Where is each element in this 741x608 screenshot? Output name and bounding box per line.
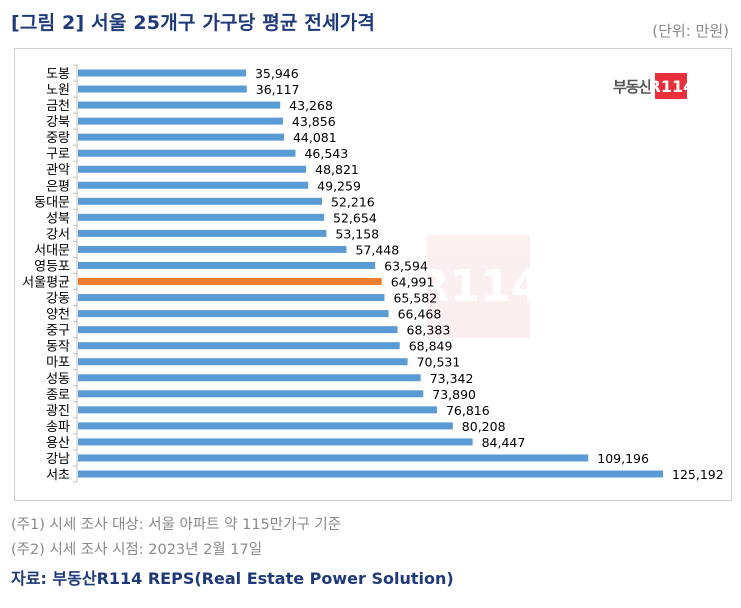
category-label: 노원 — [46, 83, 70, 98]
category-label: 동작 — [46, 340, 70, 355]
value-label: 73,342 — [430, 371, 474, 386]
category-label: 은평 — [46, 179, 70, 194]
value-label: 64,991 — [391, 275, 435, 290]
bar — [78, 374, 421, 382]
category-label: 강북 — [46, 115, 70, 130]
value-label: 57,448 — [355, 242, 399, 257]
category-label: 영등포 — [34, 259, 70, 274]
source-credit: 자료: 부동산R114 REPS(Real Estate Power Solut… — [11, 569, 454, 588]
category-label: 종로 — [46, 388, 70, 403]
bar — [78, 470, 663, 478]
category-label: 강동 — [46, 292, 70, 307]
category-label: 서초 — [46, 468, 70, 483]
value-label: 44,081 — [293, 130, 337, 145]
unit-label: (단위: 만원) — [652, 22, 729, 40]
bar — [78, 261, 376, 269]
note-1: (주1) 시세 조사 대상: 서울 아파트 약 115만가구 기준 — [11, 517, 342, 533]
value-label: 43,856 — [292, 114, 336, 129]
value-label: 49,259 — [317, 178, 361, 193]
value-label: 52,654 — [333, 210, 377, 225]
value-label: 84,447 — [482, 435, 526, 450]
bar — [78, 69, 246, 77]
bar — [78, 358, 408, 366]
value-label: 35,946 — [255, 66, 299, 81]
value-label: 68,849 — [409, 339, 453, 354]
category-label: 중랑 — [46, 131, 70, 146]
value-label: 63,594 — [384, 258, 428, 273]
bar — [78, 181, 309, 189]
bar — [78, 101, 281, 109]
category-label: 서울평균 — [22, 276, 70, 291]
bar — [78, 438, 473, 446]
value-label: 48,821 — [315, 162, 359, 177]
value-label: 73,890 — [432, 387, 476, 402]
bar — [78, 342, 400, 350]
bar-highlight — [78, 278, 382, 286]
logo-badge: R114 — [649, 73, 694, 99]
value-label: 70,531 — [417, 355, 461, 370]
category-label: 관악 — [46, 163, 70, 178]
category-label: 강서 — [46, 227, 70, 242]
value-label: 53,158 — [335, 226, 379, 241]
value-label: 76,816 — [446, 403, 490, 418]
category-label: 중구 — [46, 324, 70, 339]
value-label: 52,216 — [331, 194, 375, 209]
category-label: 광진 — [46, 404, 70, 419]
bar — [78, 390, 424, 398]
watermark-logo: R114 — [416, 235, 541, 338]
value-label: 43,268 — [289, 98, 333, 113]
value-label: 80,208 — [462, 419, 506, 434]
figure-title: [그림 2] 서울 25개구 가구당 평균 전세가격 — [11, 12, 376, 34]
category-label: 도봉 — [46, 67, 70, 82]
value-label: 109,196 — [597, 451, 649, 466]
category-label: 금천 — [46, 99, 70, 114]
category-label: 동대문 — [34, 195, 70, 210]
bar — [78, 149, 296, 157]
bar — [78, 213, 325, 221]
value-label: 65,582 — [393, 291, 437, 306]
category-label: 용산 — [46, 436, 70, 451]
value-label: 46,543 — [304, 146, 348, 161]
bar — [78, 245, 347, 253]
bar — [78, 133, 284, 141]
bar — [78, 229, 327, 237]
value-label: 125,192 — [672, 467, 724, 482]
category-label: 송파 — [46, 420, 70, 435]
category-label: 양천 — [46, 308, 70, 323]
bar — [78, 310, 389, 318]
note-2: (주2) 시세 조사 시점: 2023년 2월 17일 — [11, 542, 263, 558]
value-label: 66,468 — [398, 307, 442, 322]
bar — [78, 294, 385, 302]
bar — [78, 197, 322, 205]
value-label: 36,117 — [256, 82, 300, 97]
value-label: 68,383 — [407, 323, 451, 338]
bar — [78, 326, 398, 334]
category-label: 마포 — [46, 356, 70, 371]
category-label: 강남 — [46, 452, 70, 467]
bar — [78, 454, 589, 462]
bar — [78, 422, 453, 430]
category-label: 성동 — [46, 372, 70, 387]
category-label: 서대문 — [34, 243, 70, 258]
bar — [78, 117, 283, 125]
bar — [78, 85, 247, 93]
bar — [78, 406, 437, 414]
logo-text: 부동산 — [613, 77, 652, 96]
category-label: 구로 — [46, 147, 70, 162]
brand-logo: 부동산 R114 — [613, 73, 694, 99]
bar — [78, 165, 307, 173]
category-label: 성북 — [46, 211, 70, 226]
